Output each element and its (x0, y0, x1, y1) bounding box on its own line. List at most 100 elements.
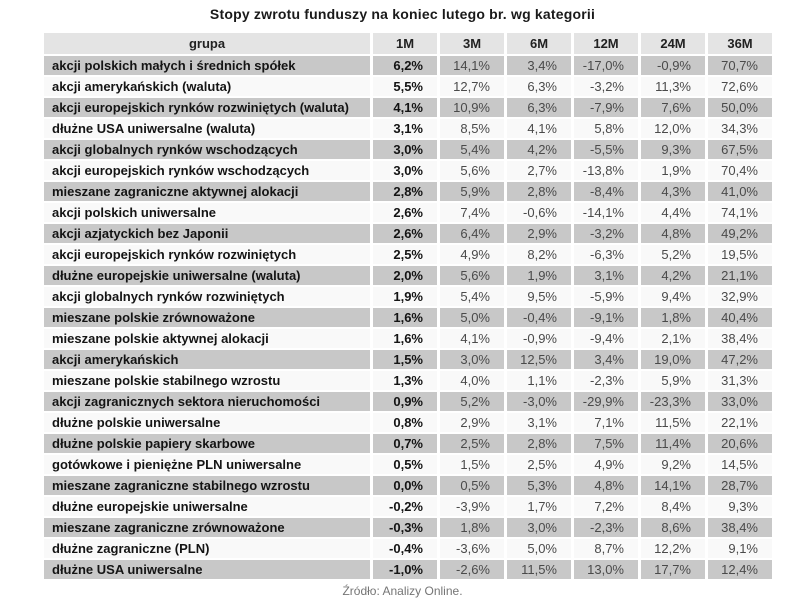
table-row: akcji zagranicznych sektora nieruchomośc… (44, 392, 772, 411)
value-cell-3m: 8,5% (440, 119, 504, 138)
value-cell-12m: 4,8% (574, 476, 638, 495)
value-cell-24m: 9,4% (641, 287, 705, 306)
value-cell-36m: 32,9% (708, 287, 772, 306)
value-cell-36m: 21,1% (708, 266, 772, 285)
value-cell-6m: -0,9% (507, 329, 571, 348)
value-cell-12m: 8,7% (574, 539, 638, 558)
value-cell-6m: -0,4% (507, 308, 571, 327)
value-cell-3m: 0,5% (440, 476, 504, 495)
value-cell-1m: 1,5% (373, 350, 437, 369)
value-cell-12m: -9,1% (574, 308, 638, 327)
value-cell-36m: 70,7% (708, 56, 772, 75)
value-cell-1m: 0,7% (373, 434, 437, 453)
column-header-1m: 1M (373, 33, 437, 54)
value-cell-1m: 1,6% (373, 308, 437, 327)
value-cell-6m: 2,8% (507, 434, 571, 453)
table-row: akcji europejskich rynków rozwiniętych (… (44, 98, 772, 117)
value-cell-3m: 7,4% (440, 203, 504, 222)
value-cell-1m: 1,9% (373, 287, 437, 306)
value-cell-36m: 9,1% (708, 539, 772, 558)
value-cell-24m: 4,8% (641, 224, 705, 243)
value-cell-24m: 5,2% (641, 245, 705, 264)
table-row: mieszane zagraniczne stabilnego wzrostu 0… (44, 476, 772, 495)
table-row: dłużne zagraniczne (PLN) -0,4% -3,6% 5,0% 8,… (44, 539, 772, 558)
value-cell-6m: 2,7% (507, 161, 571, 180)
value-cell-6m: 5,3% (507, 476, 571, 495)
value-cell-12m: -5,5% (574, 140, 638, 159)
group-name-cell: akcji europejskich rynków wschodzących (44, 161, 370, 180)
value-cell-3m: 5,4% (440, 287, 504, 306)
table-row: dłużne europejskie uniwersalne (waluta) 2… (44, 266, 772, 285)
value-cell-12m: 3,1% (574, 266, 638, 285)
value-cell-1m: 1,3% (373, 371, 437, 390)
value-cell-36m: 72,6% (708, 77, 772, 96)
value-cell-12m: -2,3% (574, 518, 638, 537)
value-cell-3m: 5,2% (440, 392, 504, 411)
value-cell-1m: 2,6% (373, 203, 437, 222)
value-cell-6m: 6,3% (507, 98, 571, 117)
source-caption: Źródło: Analizy Online. (342, 584, 463, 598)
value-cell-1m: 0,5% (373, 455, 437, 474)
value-cell-1m: 3,1% (373, 119, 437, 138)
value-cell-36m: 47,2% (708, 350, 772, 369)
value-cell-12m: -9,4% (574, 329, 638, 348)
value-cell-3m: 4,0% (440, 371, 504, 390)
value-cell-3m: 5,0% (440, 308, 504, 327)
value-cell-6m: 1,9% (507, 266, 571, 285)
value-cell-12m: 7,5% (574, 434, 638, 453)
table-row: dłużne polskie uniwersalne 0,8% 2,9% 3,1% 7,… (44, 413, 772, 432)
value-cell-12m: -14,1% (574, 203, 638, 222)
value-cell-36m: 34,3% (708, 119, 772, 138)
value-cell-3m: 6,4% (440, 224, 504, 243)
value-cell-12m: -6,3% (574, 245, 638, 264)
value-cell-3m: 2,9% (440, 413, 504, 432)
value-cell-36m: 33,0% (708, 392, 772, 411)
table-row: akcji amerykańskich (waluta) 5,5% 12,7% 6,3… (44, 77, 772, 96)
value-cell-1m: 2,8% (373, 182, 437, 201)
value-cell-1m: 2,0% (373, 266, 437, 285)
table-row: akcji europejskich rynków wschodzących 3,… (44, 161, 772, 180)
group-name-cell: mieszane polskie aktywnej alokacji (44, 329, 370, 348)
value-cell-24m: 4,2% (641, 266, 705, 285)
value-cell-36m: 50,0% (708, 98, 772, 117)
value-cell-3m: -3,6% (440, 539, 504, 558)
value-cell-1m: -1,0% (373, 560, 437, 579)
value-cell-36m: 38,4% (708, 329, 772, 348)
value-cell-3m: 4,1% (440, 329, 504, 348)
group-name-cell: mieszane polskie stabilnego wzrostu (44, 371, 370, 390)
value-cell-24m: -23,3% (641, 392, 705, 411)
value-cell-36m: 14,5% (708, 455, 772, 474)
value-cell-36m: 40,4% (708, 308, 772, 327)
group-name-cell: akcji europejskich rynków rozwiniętych (… (44, 98, 370, 117)
value-cell-12m: -13,8% (574, 161, 638, 180)
column-header-grupa: grupa (44, 33, 370, 54)
table-row: akcji europejskich rynków rozwiniętych 2,… (44, 245, 772, 264)
value-cell-36m: 70,4% (708, 161, 772, 180)
value-cell-1m: 4,1% (373, 98, 437, 117)
value-cell-36m: 67,5% (708, 140, 772, 159)
value-cell-6m: -3,0% (507, 392, 571, 411)
value-cell-3m: 14,1% (440, 56, 504, 75)
value-cell-12m: 4,9% (574, 455, 638, 474)
value-cell-6m: 8,2% (507, 245, 571, 264)
value-cell-6m: 9,5% (507, 287, 571, 306)
page-title: Stopy zwrotu funduszy na koniec lutego b… (209, 6, 596, 22)
table-row: akcji globalnych rynków rozwiniętych 1,9%… (44, 287, 772, 306)
group-name-cell: akcji europejskich rynków rozwiniętych (44, 245, 370, 264)
group-name-cell: akcji polskich małych i średnich spółek (44, 56, 370, 75)
value-cell-36m: 19,5% (708, 245, 772, 264)
value-cell-6m: 4,2% (507, 140, 571, 159)
column-header-12m: 12M (574, 33, 638, 54)
value-cell-24m: 11,3% (641, 77, 705, 96)
value-cell-36m: 31,3% (708, 371, 772, 390)
value-cell-1m: 6,2% (373, 56, 437, 75)
value-cell-6m: 1,7% (507, 497, 571, 516)
group-name-cell: akcji zagranicznych sektora nieruchomośc… (44, 392, 370, 411)
value-cell-6m: 2,9% (507, 224, 571, 243)
returns-table: grupa 1M 3M 6M 12M 24M 36M akcji polskic… (41, 31, 775, 581)
value-cell-6m: 12,5% (507, 350, 571, 369)
table-row: dłużne europejskie uniwersalne -0,2% -3,9%… (44, 497, 772, 516)
value-cell-3m: 5,6% (440, 161, 504, 180)
value-cell-36m: 22,1% (708, 413, 772, 432)
value-cell-3m: -2,6% (440, 560, 504, 579)
